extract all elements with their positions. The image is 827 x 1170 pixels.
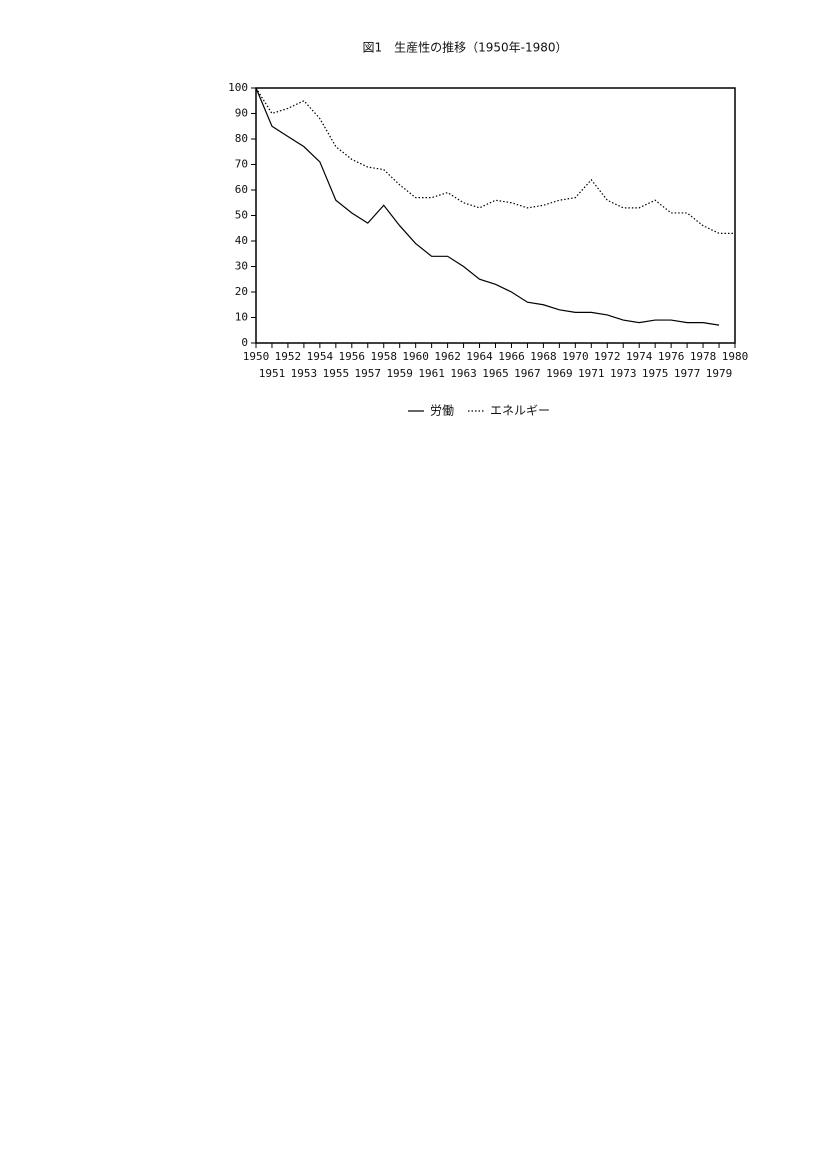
y-tick-label: 90 (235, 107, 248, 120)
x-tick-label: 1964 (466, 350, 493, 363)
x-tick-label: 1962 (434, 350, 461, 363)
y-tick-label: 10 (235, 311, 248, 324)
x-tick-label: 1960 (402, 350, 429, 363)
x-tick-label: 1959 (386, 367, 413, 380)
x-tick-label: 1976 (658, 350, 685, 363)
x-tick-label: 1963 (450, 367, 477, 380)
x-tick-label: 1980 (722, 350, 749, 363)
x-tick-label: 1977 (674, 367, 701, 380)
x-tick-label: 1951 (259, 367, 286, 380)
chart-title: 図1 生産性の推移（1950年-1980） (362, 40, 567, 55)
x-tick-label: 1968 (530, 350, 557, 363)
legend-label: エネルギー (490, 404, 550, 418)
y-tick-label: 50 (235, 209, 248, 222)
x-tick-label: 1972 (594, 350, 621, 363)
data-line (255, 87, 735, 234)
x-tick-label: 1969 (546, 367, 573, 380)
y-tick-label: 0 (241, 336, 248, 349)
y-tick-label: 20 (235, 285, 248, 298)
x-tick-label: 1950 (243, 350, 270, 363)
x-tick-label: 1973 (610, 367, 637, 380)
y-tick-label: 70 (235, 158, 248, 171)
x-tick-label: 1971 (578, 367, 605, 380)
x-tick-label: 1974 (626, 350, 653, 363)
x-tick-label: 1979 (706, 367, 733, 380)
x-tick-label: 1957 (355, 367, 382, 380)
x-tick-label: 1970 (562, 350, 589, 363)
y-tick-label: 40 (235, 234, 248, 247)
x-tick-label: 1955 (323, 367, 350, 380)
x-tick-label: 1975 (642, 367, 669, 380)
x-tick-label: 1965 (482, 367, 509, 380)
data-line (255, 87, 720, 326)
legend-label: 労働 (430, 404, 454, 418)
y-tick-label: 30 (235, 260, 248, 273)
y-tick-label: 80 (235, 132, 248, 145)
x-tick-label: 1966 (498, 350, 525, 363)
y-tick-label: 100 (228, 81, 248, 94)
y-tick-label: 60 (235, 183, 248, 196)
x-tick-label: 1956 (339, 350, 366, 363)
x-tick-label: 1952 (275, 350, 302, 363)
x-tick-label: 1954 (307, 350, 334, 363)
x-tick-label: 1961 (418, 367, 445, 380)
x-tick-label: 1967 (514, 367, 541, 380)
x-tick-label: 1978 (690, 350, 717, 363)
x-tick-label: 1953 (291, 367, 318, 380)
x-tick-label: 1958 (370, 350, 397, 363)
